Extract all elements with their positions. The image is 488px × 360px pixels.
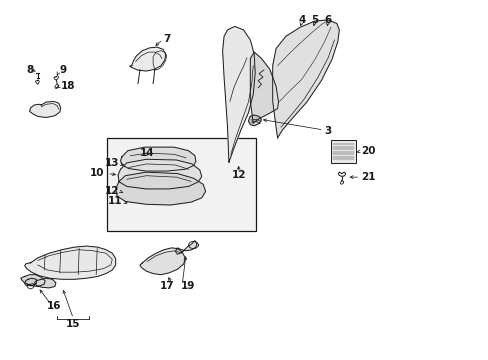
Bar — [330, 140, 356, 163]
Polygon shape — [21, 275, 45, 287]
Text: 20: 20 — [361, 146, 375, 156]
Polygon shape — [120, 147, 196, 171]
Polygon shape — [30, 102, 61, 117]
Polygon shape — [175, 241, 197, 254]
Text: 13: 13 — [104, 158, 119, 168]
Text: 3: 3 — [324, 126, 331, 136]
Text: 16: 16 — [46, 301, 61, 311]
Polygon shape — [250, 52, 278, 123]
Text: 12: 12 — [231, 170, 245, 180]
Text: 6: 6 — [324, 15, 331, 25]
Polygon shape — [140, 248, 185, 275]
Polygon shape — [25, 246, 116, 279]
Polygon shape — [272, 20, 339, 138]
Text: 4: 4 — [298, 15, 305, 25]
Text: 15: 15 — [66, 319, 81, 329]
Text: 7: 7 — [163, 33, 170, 44]
Polygon shape — [34, 278, 56, 288]
Text: 5: 5 — [311, 15, 318, 25]
Text: 17: 17 — [159, 282, 174, 292]
Polygon shape — [248, 115, 261, 126]
Text: 12: 12 — [104, 186, 119, 196]
Bar — [107, 138, 255, 231]
Text: 14: 14 — [140, 148, 154, 158]
Polygon shape — [222, 26, 255, 162]
Polygon shape — [25, 278, 36, 286]
Text: 11: 11 — [107, 197, 122, 206]
Text: 19: 19 — [180, 282, 194, 292]
Polygon shape — [116, 172, 205, 205]
Polygon shape — [129, 47, 165, 71]
Text: 21: 21 — [361, 172, 375, 182]
Polygon shape — [118, 159, 201, 189]
Text: 10: 10 — [90, 168, 104, 178]
Text: 9: 9 — [60, 65, 67, 75]
Text: 18: 18 — [61, 81, 75, 91]
Text: 8: 8 — [27, 65, 34, 75]
